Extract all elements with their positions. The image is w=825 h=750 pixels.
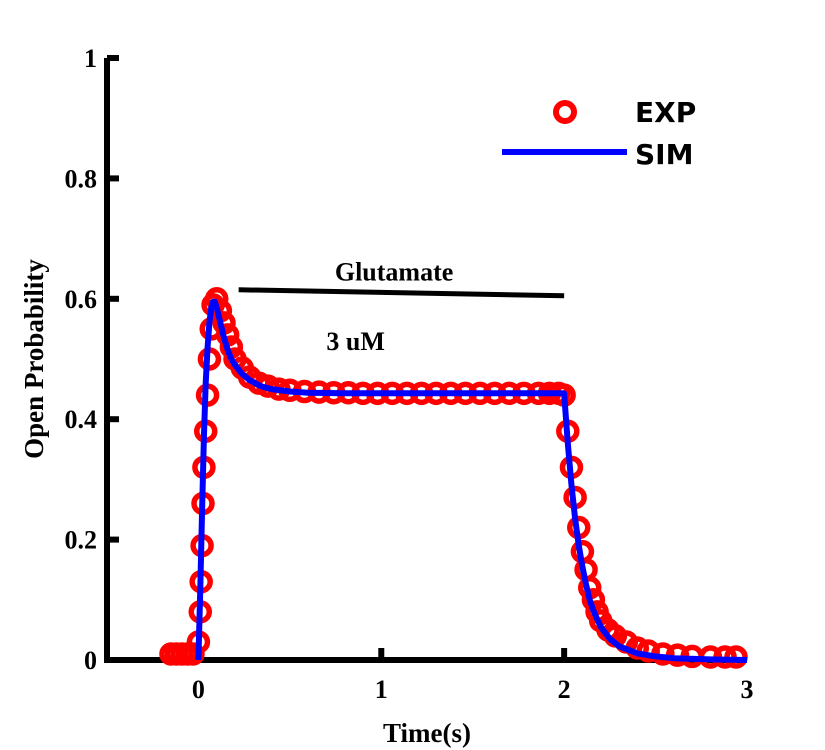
y-tick-label: 0.4 xyxy=(65,405,98,434)
glutamate-bar xyxy=(238,287,565,299)
y-tick-label: 0.2 xyxy=(65,526,98,555)
series-sim xyxy=(195,298,748,663)
glutamate-label: Glutamate xyxy=(335,258,453,287)
legend-sim-label: SIM xyxy=(635,138,693,171)
y-tick-label: 0 xyxy=(84,646,97,675)
annotations: Glutamate 3 uM xyxy=(238,258,565,356)
x-tick-label: 1 xyxy=(375,675,388,704)
x-tick-label: 0 xyxy=(192,675,205,704)
y-axis-label: Open Probability xyxy=(19,259,49,459)
y-tick-label: 0.8 xyxy=(65,164,98,193)
y-tick-label: 0.6 xyxy=(65,285,98,314)
sim-line xyxy=(195,298,748,663)
series-exp xyxy=(159,287,748,669)
concentration-label: 3 uM xyxy=(326,327,385,356)
legend-exp-label: EXP xyxy=(635,96,696,129)
x-tick-label: 2 xyxy=(558,675,571,704)
y-tick-label: 1 xyxy=(84,44,97,73)
axes: 0 0.2 0.4 0.6 0.8 1 0 1 2 3 xyxy=(65,44,754,704)
x-axis-label: Time(s) xyxy=(383,718,471,748)
x-tick-label: 3 xyxy=(741,675,754,704)
legend: EXP SIM xyxy=(502,96,696,171)
legend-exp-marker xyxy=(553,100,577,124)
